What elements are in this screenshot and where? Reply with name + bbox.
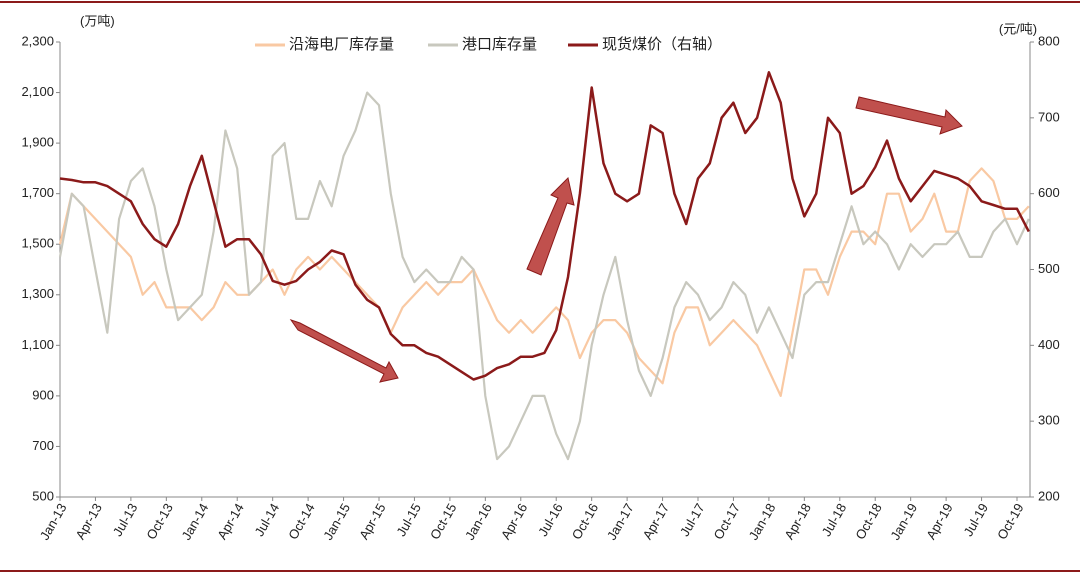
x-tick-label: Jan-16: [462, 501, 495, 543]
y-tick-label: 1,500: [21, 236, 54, 251]
x-tick-label: Apr-17: [640, 501, 673, 542]
x-tick-label: Apr-15: [356, 501, 389, 542]
series-line: [58, 91, 1030, 461]
legend-label: 沿海电厂库存量: [289, 36, 394, 53]
x-tick-label: Oct-16: [569, 501, 601, 542]
x-tick-label: Oct-13: [143, 501, 175, 542]
arrow-right: [855, 96, 963, 135]
x-tick-label: Jan-19: [887, 501, 920, 543]
x-tick-label: Jul-18: [819, 501, 850, 539]
x-tick-label: Jan-13: [37, 501, 70, 543]
y-tick-label: 1,700: [21, 185, 54, 200]
y2-tick-label: 300: [1038, 413, 1060, 428]
y-tick-label: 900: [32, 387, 54, 402]
x-tick-label: Oct-17: [711, 501, 743, 542]
arrow-down: [289, 319, 399, 383]
x-tick-label: Apr-14: [214, 501, 247, 542]
y-tick-label: 2,100: [21, 84, 54, 99]
x-tick-label: Oct-18: [852, 501, 884, 542]
x-tick-label: Jul-17: [677, 501, 708, 539]
series-line: [59, 71, 1030, 381]
x-tick-label: Jul-13: [110, 501, 141, 539]
x-tick-label: Jul-14: [252, 501, 283, 539]
arrows: [289, 96, 963, 383]
y-unit: (万吨): [80, 13, 115, 28]
x-tick-label: Apr-18: [781, 501, 814, 542]
y-tick-label: 1,300: [21, 286, 54, 301]
y2-tick-label: 700: [1038, 109, 1060, 124]
y-tick-label: 2,300: [21, 33, 54, 48]
y2-tick-label: 600: [1038, 185, 1060, 200]
y2-tick-label: 800: [1038, 33, 1060, 48]
y2-tick-label: 400: [1038, 337, 1060, 352]
x-tick-label: Apr-16: [498, 501, 531, 542]
y-tick-label: 500: [32, 488, 54, 503]
x-tick-label: Jan-15: [320, 501, 353, 543]
arrow-up: [526, 177, 575, 276]
x-tick-label: Oct-15: [427, 501, 459, 542]
y2-tick-label: 200: [1038, 488, 1060, 503]
x-tick-label: Apr-13: [73, 501, 106, 542]
legend-label: 港口库存量: [462, 36, 537, 53]
x-tick-label: Jul-19: [960, 501, 991, 539]
series-line: [58, 167, 1030, 397]
legend-label: 现货煤价（右轴）: [602, 36, 722, 53]
x-tick-label: Oct-19: [994, 501, 1026, 542]
y-tick-label: 1,100: [21, 337, 54, 352]
x-tick-label: Jan-17: [604, 501, 637, 543]
y-tick-label: 700: [32, 438, 54, 453]
y2-unit: (元/吨): [999, 21, 1037, 36]
x-tick-label: Jan-14: [178, 501, 211, 543]
x-tick-label: Oct-14: [285, 501, 317, 542]
y-tick-label: 1,900: [21, 135, 54, 150]
x-tick-label: Apr-19: [923, 501, 956, 542]
x-tick-label: Jul-15: [393, 501, 424, 539]
y2-tick-label: 500: [1038, 261, 1060, 276]
x-tick-label: Jul-16: [535, 501, 566, 539]
x-tick-label: Jan-18: [746, 501, 779, 543]
